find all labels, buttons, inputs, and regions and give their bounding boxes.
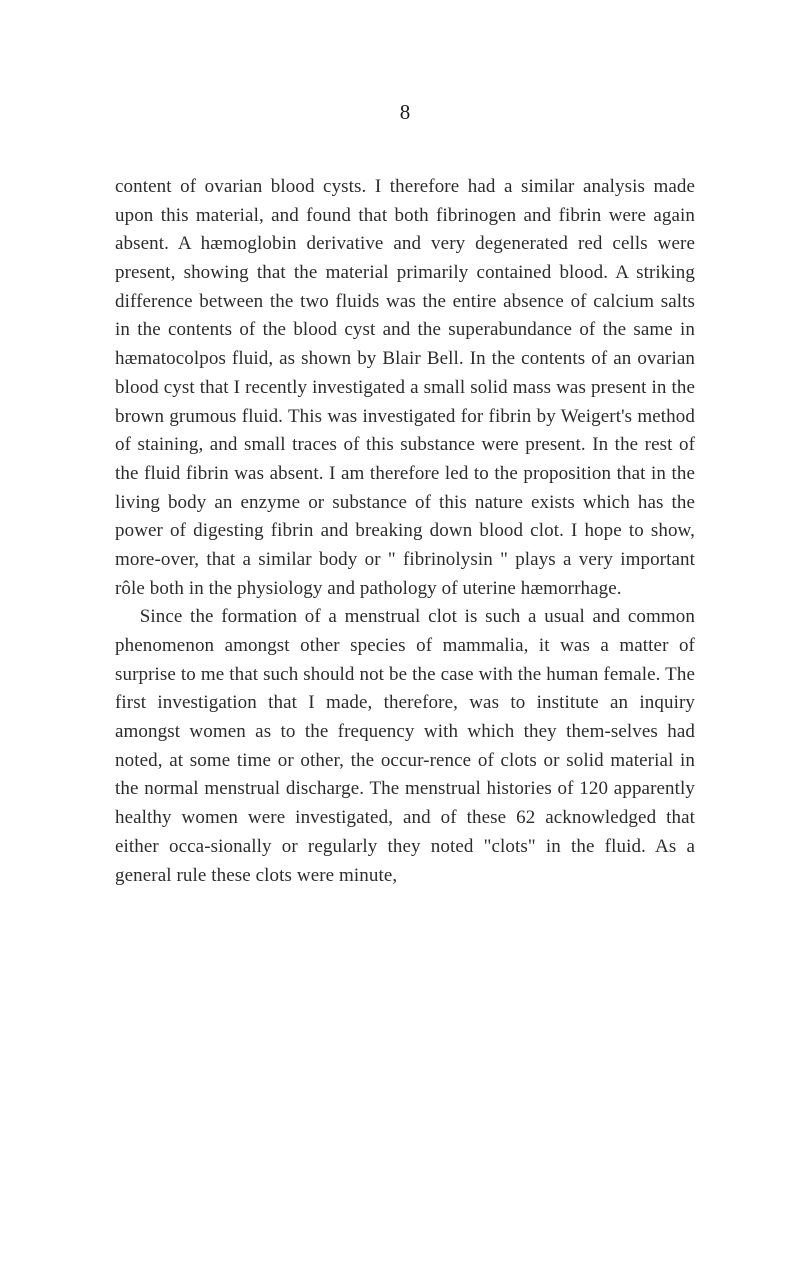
paragraph-2: Since the formation of a menstrual clot …	[115, 603, 695, 890]
paragraph-1: content of ovarian blood cysts. I theref…	[115, 173, 695, 603]
body-text: content of ovarian blood cysts. I theref…	[115, 173, 695, 890]
page-number: 8	[115, 100, 695, 125]
page-container: 8 content of ovarian blood cysts. I ther…	[0, 0, 800, 950]
